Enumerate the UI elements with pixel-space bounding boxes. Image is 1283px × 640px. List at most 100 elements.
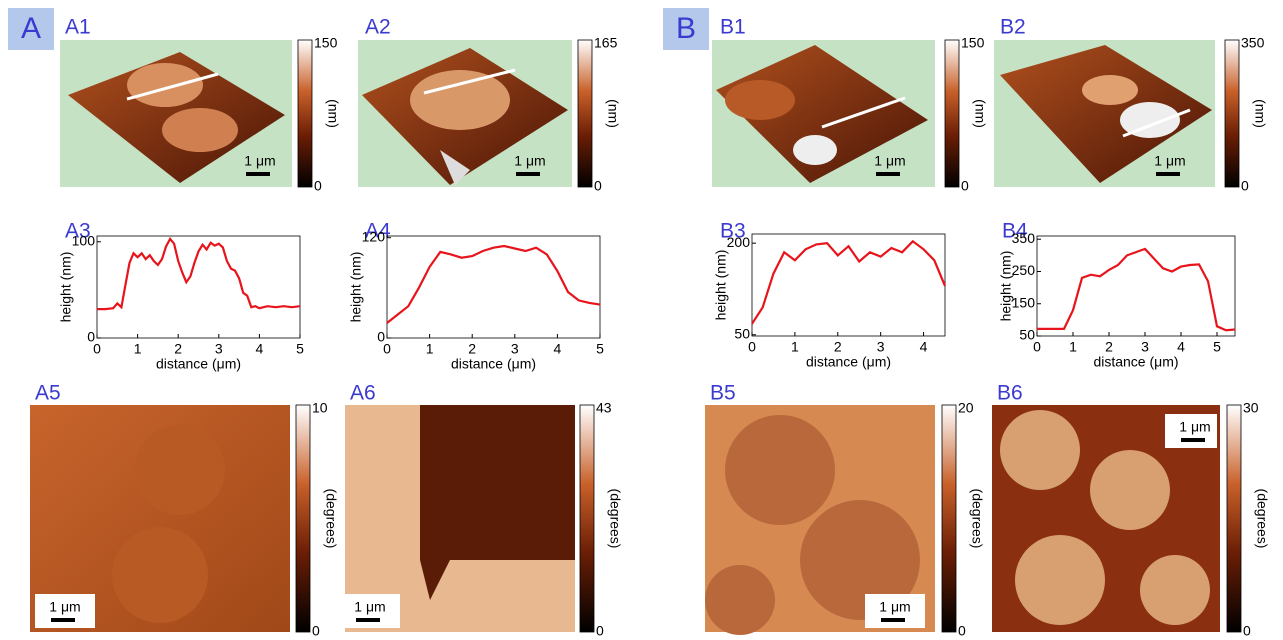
scale-bar: [1156, 172, 1180, 176]
colorbar-unit: (degrees): [323, 489, 339, 549]
scale-bar: [246, 172, 270, 176]
y-tick-label: 0: [377, 329, 385, 345]
y-tick-label: 0: [87, 329, 95, 345]
scale-bar: [881, 618, 905, 622]
x-tick-label: 4: [920, 339, 928, 355]
afm-3d-image: [60, 40, 1215, 187]
colorbar-max: 150: [961, 35, 985, 51]
x-tick-label: 1: [1069, 339, 1077, 355]
y-tick-label: 50: [1019, 327, 1035, 343]
colorbar-unit: (degrees): [607, 489, 623, 549]
colorbar-min: 0: [1243, 623, 1251, 639]
colorbar: [1227, 405, 1241, 632]
colorbar: [942, 405, 956, 632]
colorbar-min: 0: [961, 178, 969, 194]
x-tick-label: 1: [426, 341, 434, 357]
colorbar-max: 150: [314, 35, 338, 51]
panel-label: B1: [720, 16, 746, 39]
colorbar: [296, 405, 310, 632]
y-tick-label: 250: [1012, 262, 1036, 278]
y-axis-label: height (nm): [998, 251, 1014, 322]
x-tick-label: 2: [174, 341, 182, 357]
scale-bar-label: 1 μm: [1154, 153, 1185, 169]
scale-bar: [51, 618, 75, 622]
x-axis-label: distance (μm): [451, 356, 536, 372]
x-tick-label: 5: [296, 341, 304, 357]
panel-label: A1: [65, 16, 91, 39]
profile-line: [1037, 249, 1235, 330]
scale-bar: [876, 172, 900, 176]
afm-phase-image: [30, 405, 1220, 635]
plot-frame: [752, 234, 945, 336]
y-axis-label: height (nm): [58, 252, 74, 323]
panel-label: B5: [710, 382, 736, 405]
x-tick-label: 1: [134, 341, 142, 357]
colorbar-min: 0: [596, 623, 604, 639]
colorbar-unit: (degrees): [969, 489, 985, 549]
y-tick-label: 350: [1012, 230, 1036, 246]
y-tick-label: 120: [362, 228, 386, 244]
x-axis-label: distance (μm): [156, 356, 241, 372]
y-axis-label: height (nm): [348, 252, 364, 323]
x-axis-label: distance (μm): [806, 354, 891, 370]
y-tick-label: 50: [734, 325, 750, 341]
colorbar-unit: (nm): [972, 99, 988, 128]
y-tick-label: 200: [727, 234, 751, 250]
x-tick-label: 3: [511, 341, 519, 357]
colorbar-max: 30: [1243, 400, 1259, 416]
colorbar: [1225, 40, 1239, 187]
scale-bar-label: 1 μm: [879, 599, 910, 615]
profile-line: [752, 241, 945, 323]
group-label: A: [21, 12, 41, 45]
colorbar-max: 350: [1241, 35, 1265, 51]
x-tick-label: 3: [877, 339, 885, 355]
x-tick-label: 5: [1213, 339, 1221, 355]
panel-label: A6: [350, 382, 376, 405]
x-tick-label: 3: [215, 341, 223, 357]
colorbar-min: 0: [1241, 178, 1249, 194]
colorbar-unit: (degrees): [1254, 489, 1270, 549]
figure: ABA11500(nm)1 μmA21650(nm)1 μmB11500(nm)…: [0, 0, 1283, 640]
y-axis-label: height (nm): [713, 250, 729, 321]
scale-bar: [356, 618, 380, 622]
scale-bar-label: 1 μm: [1179, 419, 1210, 435]
colorbar: [298, 40, 312, 187]
colorbar-min: 0: [312, 623, 320, 639]
colorbar: [578, 40, 592, 187]
x-tick-label: 3: [1141, 339, 1149, 355]
scale-bar-label: 1 μm: [874, 153, 905, 169]
x-axis-label: distance (μm): [1093, 354, 1178, 370]
x-tick-label: 5: [596, 341, 604, 357]
panel-label: A2: [365, 16, 391, 39]
x-tick-label: 2: [834, 339, 842, 355]
y-tick-label: 150: [1012, 294, 1036, 310]
x-tick-label: 2: [1105, 339, 1113, 355]
scale-bar-label: 1 μm: [49, 599, 80, 615]
scale-bar-label: 1 μm: [244, 153, 275, 169]
colorbar-min: 0: [594, 178, 602, 194]
y-tick-label: 100: [72, 232, 96, 248]
scale-bar: [516, 172, 540, 176]
colorbar-max: 20: [958, 400, 974, 416]
colorbar-min: 0: [314, 178, 322, 194]
x-tick-label: 1: [791, 339, 799, 355]
x-tick-label: 4: [1177, 339, 1185, 355]
x-tick-label: 4: [554, 341, 562, 357]
scale-bar-label: 1 μm: [354, 599, 385, 615]
colorbar-unit: (nm): [325, 99, 341, 128]
panel-label: A5: [35, 382, 61, 405]
colorbar: [945, 40, 959, 187]
panel-label: B2: [1000, 16, 1026, 39]
scale-bar-label: 1 μm: [514, 153, 545, 169]
colorbar-max: 43: [596, 400, 612, 416]
panel-label: B6: [997, 382, 1023, 405]
colorbar: [580, 405, 594, 632]
scale-bar: [1181, 438, 1205, 442]
x-tick-label: 4: [256, 341, 264, 357]
colorbar-unit: (nm): [1252, 99, 1268, 128]
profile-line: [387, 246, 600, 323]
x-tick-label: 2: [468, 341, 476, 357]
colorbar-unit: (nm): [605, 99, 621, 128]
colorbar-min: 0: [958, 623, 966, 639]
colorbar-max: 10: [312, 400, 328, 416]
